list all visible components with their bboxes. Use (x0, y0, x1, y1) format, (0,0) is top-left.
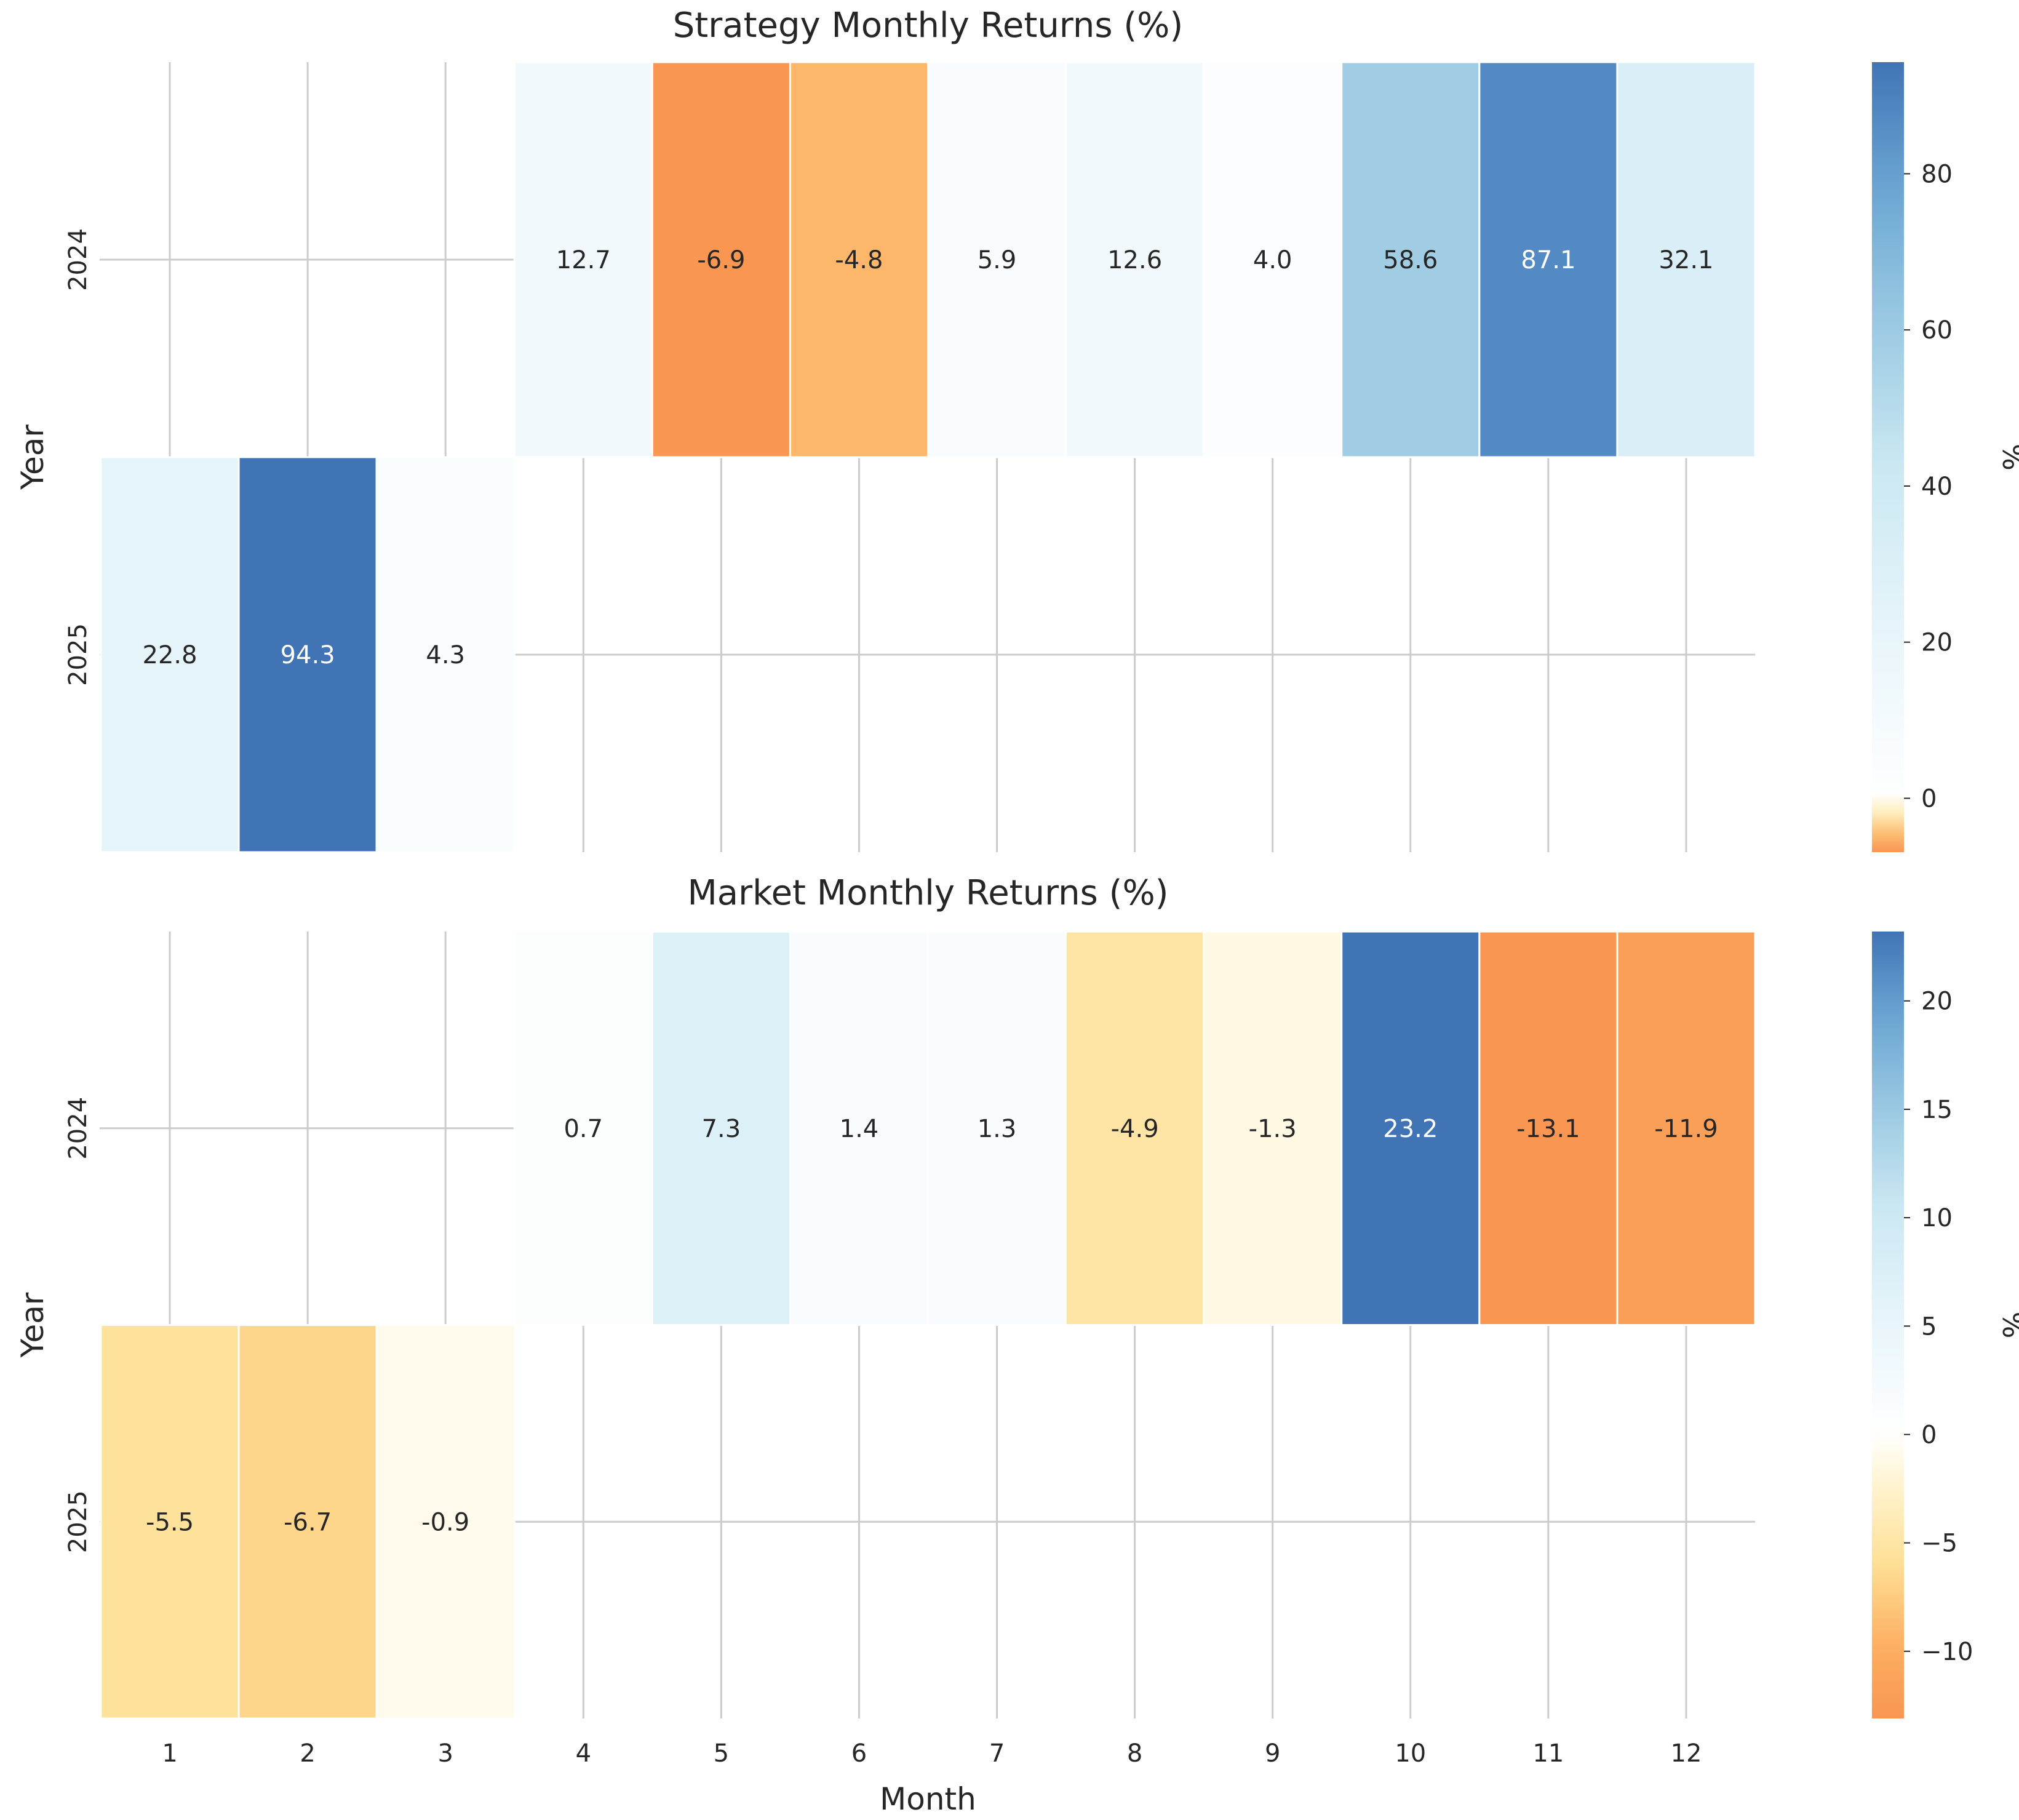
colorbar-tick-label: −10 (1921, 1638, 1973, 1666)
heatmap-cell (1616, 930, 1756, 1326)
heatmap-cell (375, 456, 516, 853)
heatmap-cell (513, 61, 653, 458)
cell-value-label: 7.3 (702, 1115, 741, 1143)
x-tick-label: 7 (989, 1739, 1005, 1768)
cell-value-label: 12.6 (1107, 246, 1162, 274)
cell-value-label: 0.7 (563, 1115, 603, 1143)
cell-value-label: 87.1 (1521, 246, 1575, 274)
x-tick-label: 10 (1395, 1739, 1426, 1768)
cell-value-label: 58.6 (1383, 246, 1438, 274)
x-tick-label: 12 (1671, 1739, 1702, 1768)
cell-value-label: -0.9 (421, 1508, 469, 1536)
colorbar-label: % (1996, 444, 2019, 471)
x-tick-label: 8 (1127, 1739, 1142, 1768)
cell-value-label: -4.9 (1111, 1115, 1159, 1143)
cell-value-label: -11.9 (1654, 1115, 1718, 1143)
heatmap-cell (1340, 61, 1481, 458)
y-tick-label: 2024 (64, 1097, 92, 1160)
heatmap-cell (789, 61, 929, 458)
cell-value-label: 23.2 (1383, 1115, 1438, 1143)
cell-value-label: 4.0 (1253, 246, 1292, 274)
cell-value-label: -5.5 (146, 1508, 194, 1536)
cell-value-label: -1.3 (1249, 1115, 1297, 1143)
colorbar-tick-label: 5 (1921, 1312, 1937, 1341)
heatmap-cells: 12.7 -6.9 -4.8 5.9 12.6 4.0 58.6 87.1 32.1 22.8 94… (100, 61, 1756, 853)
cell-value-label: 4.3 (426, 641, 465, 669)
cell-value-label: 12.7 (556, 246, 611, 274)
colorbar: 0 20 40 60 80% (1872, 62, 2019, 852)
colorbar-tick-label: 0 (1921, 1421, 1937, 1449)
heatmap-cell (237, 456, 378, 853)
heatmap-cell (1203, 61, 1343, 458)
colorbar-tick-label: −5 (1921, 1530, 1957, 1558)
heatmap-cell (651, 930, 791, 1326)
heatmap-cell (927, 930, 1067, 1326)
colorbar-tick-label: 20 (1921, 629, 1953, 657)
x-tick-label: 3 (437, 1739, 453, 1768)
heatmap-cell (1478, 930, 1619, 1326)
y-tick-label: 2025 (64, 623, 92, 686)
x-tick-label: 4 (576, 1739, 591, 1768)
heatmap-cell (1340, 930, 1481, 1326)
x-tick-label: 2 (300, 1739, 315, 1768)
colorbar-label: % (1996, 1312, 2019, 1339)
cell-value-label: -6.9 (697, 246, 745, 274)
heatmap-cell (1065, 61, 1205, 458)
x-tick-label: 9 (1265, 1739, 1280, 1768)
colorbar-tick-label: 15 (1921, 1096, 1953, 1124)
colorbar-gradient (1872, 932, 1904, 1718)
y-tick-label: 2025 (64, 1490, 92, 1553)
x-axis-label: Month (880, 1781, 976, 1817)
y-tick-label: 2024 (64, 228, 92, 291)
heatmap-cell (237, 1324, 378, 1720)
colorbar-tick-label: 10 (1921, 1204, 1953, 1232)
chart-title: Market Monthly Returns (%) (687, 873, 1168, 913)
cell-value-label: -13.1 (1516, 1115, 1580, 1143)
heatmap-cell (1203, 930, 1343, 1326)
colorbar-tick-label: 60 (1921, 316, 1953, 345)
heatmap-cell (651, 61, 791, 458)
heatmap-panel-2: Market Monthly Returns (%) 0.7 7.3 1.4 1.3 -4… (15, 873, 2019, 1817)
cell-value-label: 1.3 (978, 1115, 1017, 1143)
x-tick-label: 5 (714, 1739, 729, 1768)
x-tick-label: 11 (1532, 1739, 1564, 1768)
y-axis-label: Year (15, 425, 50, 490)
heatmap-panel-1: Strategy Monthly Returns (%) 12.7 -6.9 -4.8… (15, 6, 2019, 853)
cell-value-label: 1.4 (840, 1115, 879, 1143)
heatmap-cell (1478, 61, 1619, 458)
heatmap-cell (1616, 61, 1756, 458)
heatmap-cell (100, 456, 240, 853)
cell-value-label: 32.1 (1659, 246, 1713, 274)
heatmap-cell (513, 930, 653, 1326)
heatmap-cells: 0.7 7.3 1.4 1.3 -4.9 -1.3 23.2 -13.1 -11.9 -5.5 -6… (100, 930, 1756, 1720)
cell-value-label: 22.8 (143, 641, 197, 669)
y-axis-label: Year (15, 1292, 50, 1358)
cell-value-label: 5.9 (978, 246, 1017, 274)
cell-value-label: 94.3 (281, 641, 335, 669)
chart-title: Strategy Monthly Returns (%) (673, 6, 1183, 46)
colorbar-tick-label: 20 (1921, 988, 1953, 1016)
heatmap-cell (375, 1324, 516, 1720)
colorbar: −10 −5 0 5 10 15 20% (1872, 932, 2019, 1718)
cell-value-label: -6.7 (284, 1508, 332, 1536)
heatmap-cell (1065, 930, 1205, 1326)
heatmap-cell (789, 930, 929, 1326)
heatmap-cell (927, 61, 1067, 458)
colorbar-gradient (1872, 62, 1904, 852)
x-tick-label: 6 (851, 1739, 867, 1768)
cell-value-label: -4.8 (835, 246, 883, 274)
colorbar-tick-label: 0 (1921, 784, 1937, 813)
x-tick-label: 1 (162, 1739, 177, 1768)
colorbar-tick-label: 80 (1921, 160, 1953, 188)
colorbar-tick-label: 40 (1921, 473, 1953, 501)
